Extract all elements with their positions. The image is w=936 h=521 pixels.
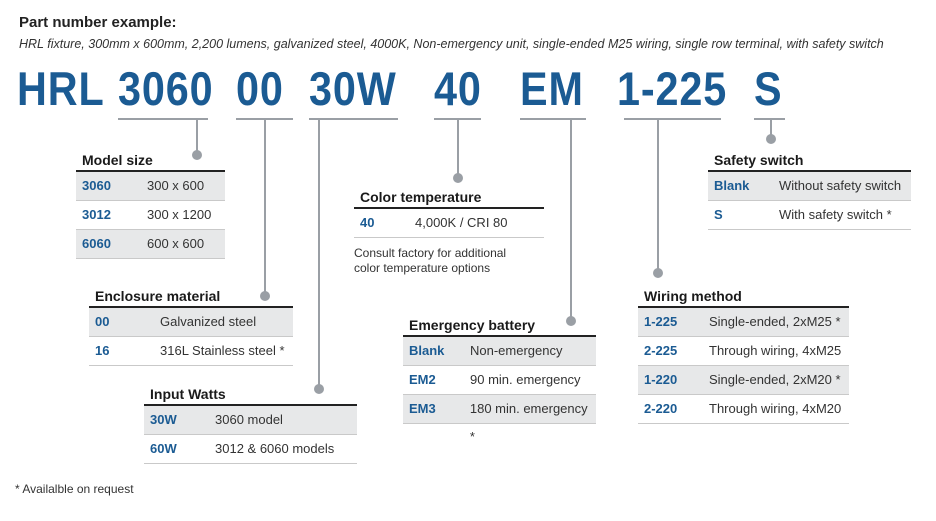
part-code-emergency: EM xyxy=(520,62,584,115)
option-code: 2-225 xyxy=(644,343,678,358)
table-row: Blank Non-emergency xyxy=(403,337,596,366)
table-row: 00 Galvanized steel xyxy=(89,308,293,337)
option-code: 30W xyxy=(150,412,177,427)
option-code: 40 xyxy=(360,215,375,230)
option-code: 1-225 xyxy=(644,314,678,329)
option-code: 16 xyxy=(95,343,110,358)
part-code-enclosure: 00 xyxy=(236,62,284,115)
option-code: 00 xyxy=(95,314,110,329)
option-description: 316L Stainless steel * xyxy=(160,343,285,358)
option-description: 3060 model xyxy=(215,412,283,427)
color-temperature-title: Color temperature xyxy=(354,187,544,209)
wiring-method-table: Wiring method 1-225 Single-ended, 2xM25 … xyxy=(638,286,849,424)
safety-switch-table: Safety switch Blank Without safety switc… xyxy=(708,150,911,230)
table-row: 3012 300 x 1200 xyxy=(76,201,225,230)
table-row: Blank Without safety switch xyxy=(708,172,911,201)
option-description: 90 min. emergency xyxy=(470,372,581,387)
example-description: HRL fixture, 300mm x 600mm, 2,200 lumens… xyxy=(19,37,884,51)
input-watts-title: Input Watts xyxy=(144,384,357,406)
option-description: Single-ended, 2xM25 * xyxy=(709,314,841,329)
model-size-table: Model size 3060 300 x 600 3012 300 x 120… xyxy=(76,150,225,259)
wiring-method-title: Wiring method xyxy=(638,286,849,308)
option-description: 4,000K / CRI 80 xyxy=(415,215,508,230)
option-description: Galvanized steel xyxy=(160,314,257,329)
table-row: 1-220 Single-ended, 2xM20 * xyxy=(638,366,849,395)
model-size-title: Model size xyxy=(76,150,225,172)
color-temperature-note: Consult factory for additional color tem… xyxy=(354,246,506,276)
option-code: EM3 xyxy=(409,401,436,416)
option-description: 300 x 1200 xyxy=(147,207,212,222)
page-heading: Part number example: xyxy=(19,14,177,31)
option-description: Non-emergency xyxy=(470,343,563,358)
color-temperature-table: Color temperature 40 4,000K / CRI 80 xyxy=(354,187,544,238)
option-description: 180 min. emergency * xyxy=(469,401,588,444)
option-code: 1-220 xyxy=(644,372,678,387)
part-code-series: HRL xyxy=(17,62,105,115)
option-description: 300 x 600 xyxy=(147,178,205,193)
part-code-color-temp: 40 xyxy=(434,62,482,115)
emergency-battery-title: Emergency battery xyxy=(403,315,596,337)
part-code-watts: 30W xyxy=(309,62,397,115)
table-row: 40 4,000K / CRI 80 xyxy=(354,209,544,238)
table-row: 1-225 Single-ended, 2xM25 * xyxy=(638,308,849,337)
input-watts-table: Input Watts 30W 3060 model 60W 3012 & 60… xyxy=(144,384,357,464)
note-line: color temperature options xyxy=(354,261,491,275)
part-code-model-size: 3060 xyxy=(118,62,214,115)
note-line: Consult factory for additional xyxy=(354,246,507,260)
option-description: 3012 & 6060 models xyxy=(215,441,335,456)
table-row: EM3 180 min. emergency * xyxy=(403,395,596,444)
table-row: 30W 3060 model xyxy=(144,406,357,435)
option-code: 3060 xyxy=(82,178,111,193)
table-row: 2-220 Through wiring, 4xM20 xyxy=(638,395,849,424)
option-description: With safety switch * xyxy=(779,207,892,222)
table-row: 2-225 Through wiring, 4xM25 xyxy=(638,337,849,366)
option-code: 3012 xyxy=(82,207,111,222)
option-description: 600 x 600 xyxy=(147,236,205,251)
option-description: Without safety switch xyxy=(779,178,902,193)
table-row: S With safety switch * xyxy=(708,201,911,230)
footnote: * Availalble on request xyxy=(15,482,134,496)
option-code: 60W xyxy=(150,441,177,456)
table-row: 6060 600 x 600 xyxy=(76,230,225,259)
part-code-safety: S xyxy=(754,62,783,115)
option-code: Blank xyxy=(714,178,750,193)
table-row: 16 316L Stainless steel * xyxy=(89,337,293,366)
table-row: 3060 300 x 600 xyxy=(76,172,225,201)
enclosure-material-title: Enclosure material xyxy=(89,286,293,308)
table-row: EM2 90 min. emergency xyxy=(403,366,596,395)
enclosure-material-table: Enclosure material 00 Galvanized steel 1… xyxy=(89,286,293,366)
table-row: 60W 3012 & 6060 models xyxy=(144,435,357,464)
option-code: 2-220 xyxy=(644,401,678,416)
option-code: 6060 xyxy=(82,236,111,251)
option-description: Single-ended, 2xM20 * xyxy=(709,372,841,387)
emergency-battery-table: Emergency battery Blank Non-emergency EM… xyxy=(403,315,596,444)
part-code-wiring: 1-225 xyxy=(617,62,728,115)
option-code: EM2 xyxy=(409,372,436,387)
option-code: S xyxy=(714,207,723,222)
option-description: Through wiring, 4xM20 xyxy=(709,401,842,416)
safety-switch-title: Safety switch xyxy=(708,150,911,172)
option-code: Blank xyxy=(409,343,445,358)
option-description: Through wiring, 4xM25 xyxy=(709,343,842,358)
